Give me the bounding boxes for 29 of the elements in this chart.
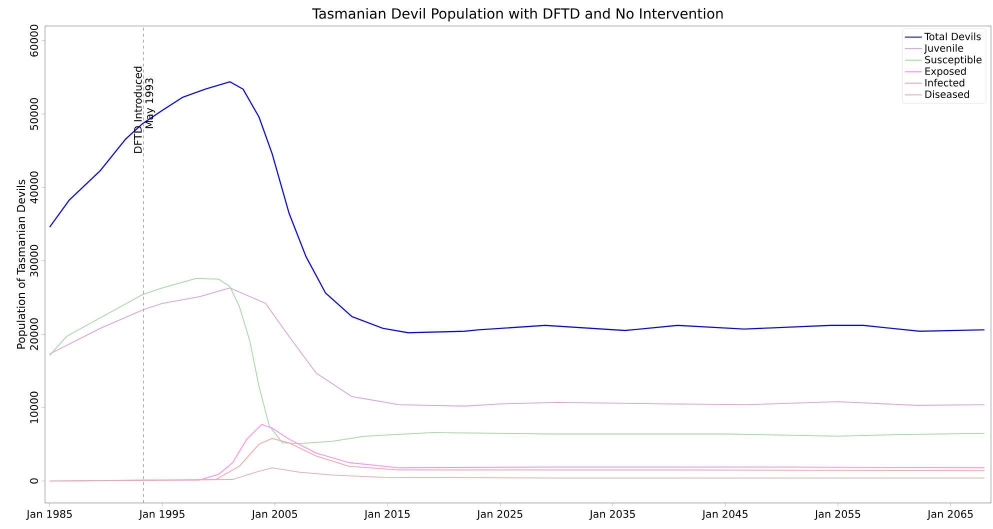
y-axis-title: Population of Tasmanian Devils	[16, 180, 28, 349]
legend-label: Susceptible	[925, 56, 982, 66]
annotation: May 1993	[145, 78, 156, 128]
ref-line-label: DFTD Introduced	[134, 66, 142, 153]
legend-label: Total Devils	[924, 32, 981, 40]
line-series	[49, 278, 985, 444]
x-tick-label: Jan 1985	[26, 510, 72, 520]
x-tick-label: Jan 2015	[364, 510, 410, 520]
line-series	[49, 467, 985, 482]
x-tick-label: Jan 1995	[138, 510, 184, 520]
legend-label: Exposed	[925, 67, 966, 77]
x-tick-label: Jan 2025	[476, 510, 522, 520]
y-tick-label: 20000	[30, 318, 38, 350]
x-tick-label: Jan 2055	[814, 510, 860, 520]
chart-title: Tasmanian Devil Population with DFTD and No Intervention	[312, 8, 723, 22]
x-tick-label: Jan 2065	[927, 510, 973, 520]
y-tick-label: 50000	[30, 98, 38, 130]
y-tick-label: 10000	[30, 392, 38, 424]
legend-label: Juvenile	[924, 44, 964, 54]
legend-label: Infected	[925, 78, 964, 86]
y-tick-label: 40000	[30, 172, 38, 204]
y-tick-label: 0	[30, 478, 38, 484]
x-tick-label: Jan 2005	[251, 510, 298, 520]
line-series	[49, 288, 985, 407]
y-tick-label: 30000	[30, 244, 38, 277]
x-tick-label: Jan 2045	[702, 510, 748, 520]
x-tick-label: Jan 2035	[589, 510, 635, 520]
legend-label: Diseased	[925, 90, 970, 98]
y-tick-label: 60000	[30, 24, 38, 57]
